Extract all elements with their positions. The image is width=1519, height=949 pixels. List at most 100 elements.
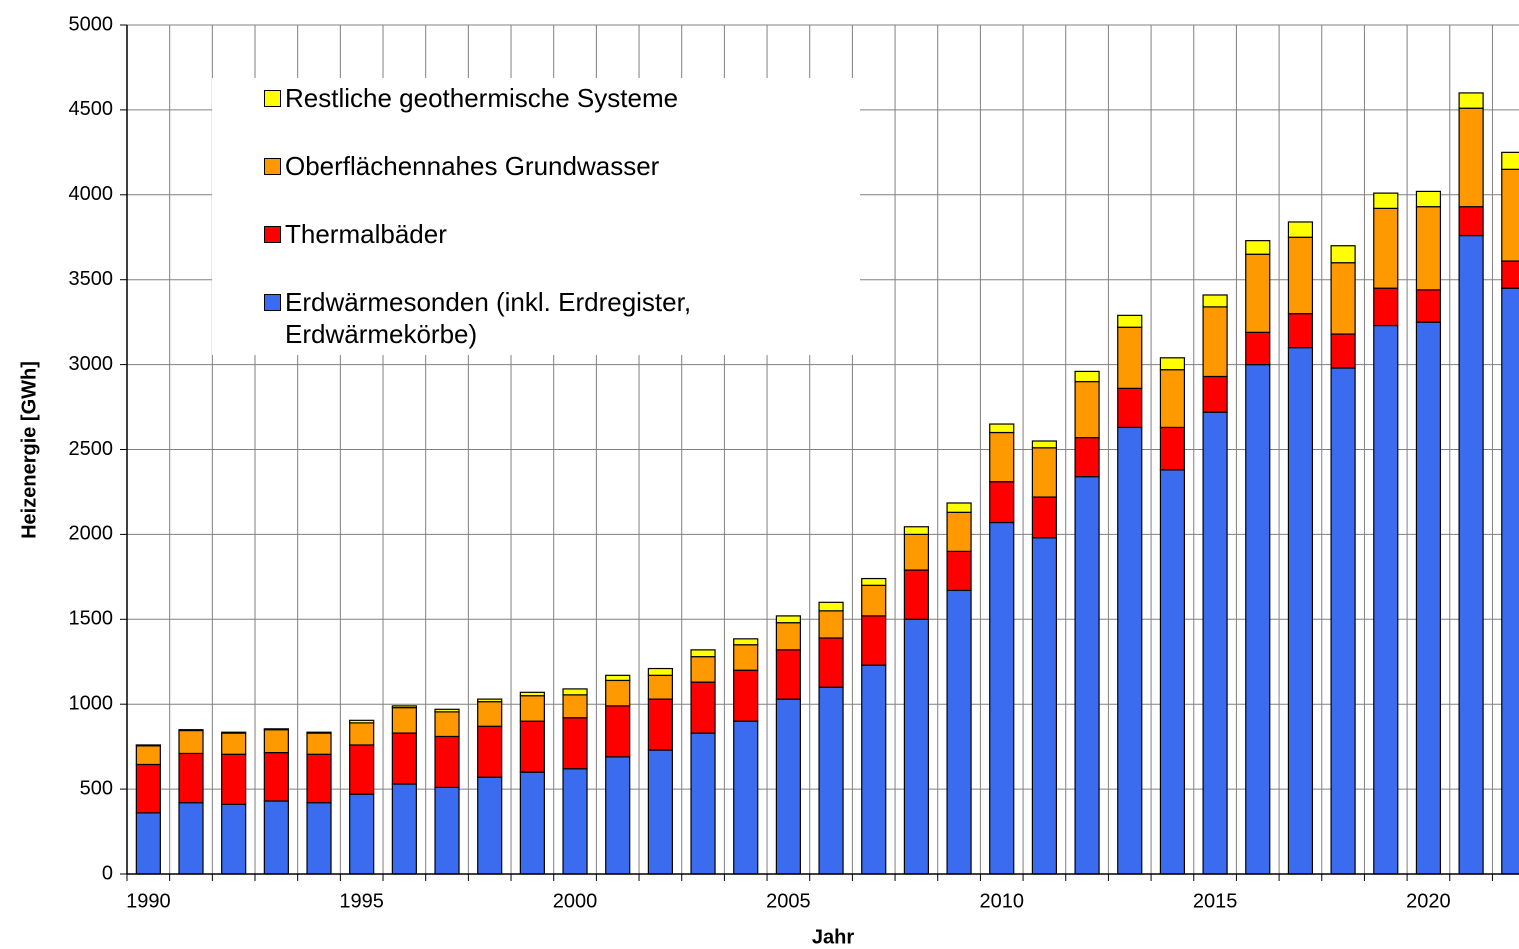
bar-segment: [989, 521, 1015, 875]
bar-segment: [818, 637, 844, 688]
bar-segment: [1330, 245, 1356, 264]
bar-segment: [903, 618, 929, 875]
bar-segment: [562, 694, 588, 719]
bar-segment: [605, 705, 631, 758]
bar-segment: [861, 584, 887, 617]
bar-segment: [263, 800, 289, 875]
bar-segment: [178, 729, 204, 732]
bar-segment: [1031, 496, 1058, 539]
bar-segment: [519, 771, 545, 875]
bar-segment: [861, 615, 887, 666]
bar-segment: [989, 481, 1015, 524]
bar-segment: [135, 763, 161, 814]
bar-segment: [1031, 440, 1058, 449]
bar-segment: [1245, 364, 1271, 875]
bar-segment: [221, 732, 247, 755]
bar-segment: [263, 729, 289, 754]
bar-segment: [1031, 537, 1058, 875]
legend-swatch: [264, 158, 281, 175]
bar-segment: [434, 786, 460, 875]
bar-segment: [1415, 206, 1442, 291]
bar-segment: [349, 744, 375, 795]
y-tick-label: 4000: [69, 183, 114, 205]
bar-segment: [1074, 380, 1100, 439]
legend-label: Thermalbäder: [285, 219, 447, 249]
y-tick-label: 5000: [69, 13, 114, 35]
bar-segment: [477, 698, 503, 703]
x-tick-label: 2000: [553, 890, 598, 912]
bar-segment: [733, 720, 759, 875]
bar-segment: [690, 649, 716, 658]
bar-segment: [1501, 151, 1519, 170]
bar-segment: [519, 691, 545, 697]
x-axis-label: Jahr: [812, 926, 854, 948]
bar-segment: [221, 803, 247, 875]
bar-segment: [1373, 192, 1399, 209]
bar-segment: [434, 711, 460, 738]
bar-segment: [477, 701, 503, 727]
bar-segment: [1159, 469, 1186, 875]
bar-segment: [605, 674, 631, 682]
bar-segment: [818, 601, 844, 612]
bar-segment: [1245, 331, 1271, 366]
bar-segment: [1245, 240, 1271, 255]
bar-segment: [1074, 370, 1100, 383]
bar-segment: [221, 753, 247, 805]
bar-segment: [178, 729, 204, 755]
bar-segment: [861, 577, 887, 586]
bar-segment: [1373, 207, 1399, 289]
bar-segment: [1117, 387, 1143, 429]
legend-item: Oberflächennahes Grundwasser: [264, 150, 860, 182]
bar-segment: [135, 812, 161, 875]
bar-segment: [178, 802, 204, 875]
y-tick-label: 3000: [69, 353, 114, 375]
bar-segment: [1330, 367, 1356, 875]
bar-segment: [1458, 107, 1484, 208]
y-axis-label: Heizenergie [GWh]: [18, 361, 40, 539]
bar-segment: [434, 735, 460, 789]
bar-segment: [1202, 294, 1228, 308]
x-tick-label: 2010: [979, 890, 1024, 912]
bar-segment: [605, 679, 631, 707]
bar-segment: [306, 732, 332, 755]
bar-segment: [306, 753, 332, 804]
bar-segment: [1159, 357, 1186, 371]
y-tick-label: 1500: [69, 608, 114, 630]
bar-segment: [1202, 411, 1228, 875]
bar-segment: [221, 731, 247, 734]
legend-item: Restliche geothermische Systeme: [264, 82, 860, 114]
bar-segment: [818, 610, 844, 639]
bar-segment: [733, 669, 759, 722]
bar-segment: [1458, 92, 1484, 109]
bar-segment: [903, 569, 929, 620]
bar-segment: [903, 533, 929, 571]
bar-segment: [775, 649, 801, 700]
bar-segment: [1415, 289, 1442, 323]
bar-segment: [1202, 306, 1228, 378]
x-tick-label: 2020: [1406, 890, 1451, 912]
bar-segment: [135, 745, 161, 766]
bar-segment: [434, 708, 460, 713]
y-tick-label: 2000: [69, 523, 114, 545]
bar-segment: [562, 768, 588, 875]
bar-segment: [946, 550, 972, 592]
bar-segment: [647, 674, 673, 700]
bar-segment: [690, 732, 716, 875]
bar-segment: [1287, 236, 1314, 315]
bar-segment: [1245, 253, 1271, 333]
bar-segment: [903, 526, 929, 535]
bar-segment: [1117, 326, 1143, 389]
bar-segment: [1373, 287, 1399, 327]
bar-segment: [178, 752, 204, 804]
bar-segment: [1501, 168, 1519, 262]
bar-segment: [562, 688, 588, 696]
legend-swatch: [264, 226, 281, 243]
bar-segment: [733, 644, 759, 671]
x-tick-label: 2015: [1193, 890, 1238, 912]
bar-segment: [1330, 262, 1356, 335]
y-tick-label: 4500: [69, 98, 114, 120]
bar-segment: [306, 731, 332, 734]
bar-segment: [519, 720, 545, 773]
bar-segment: [306, 802, 332, 875]
